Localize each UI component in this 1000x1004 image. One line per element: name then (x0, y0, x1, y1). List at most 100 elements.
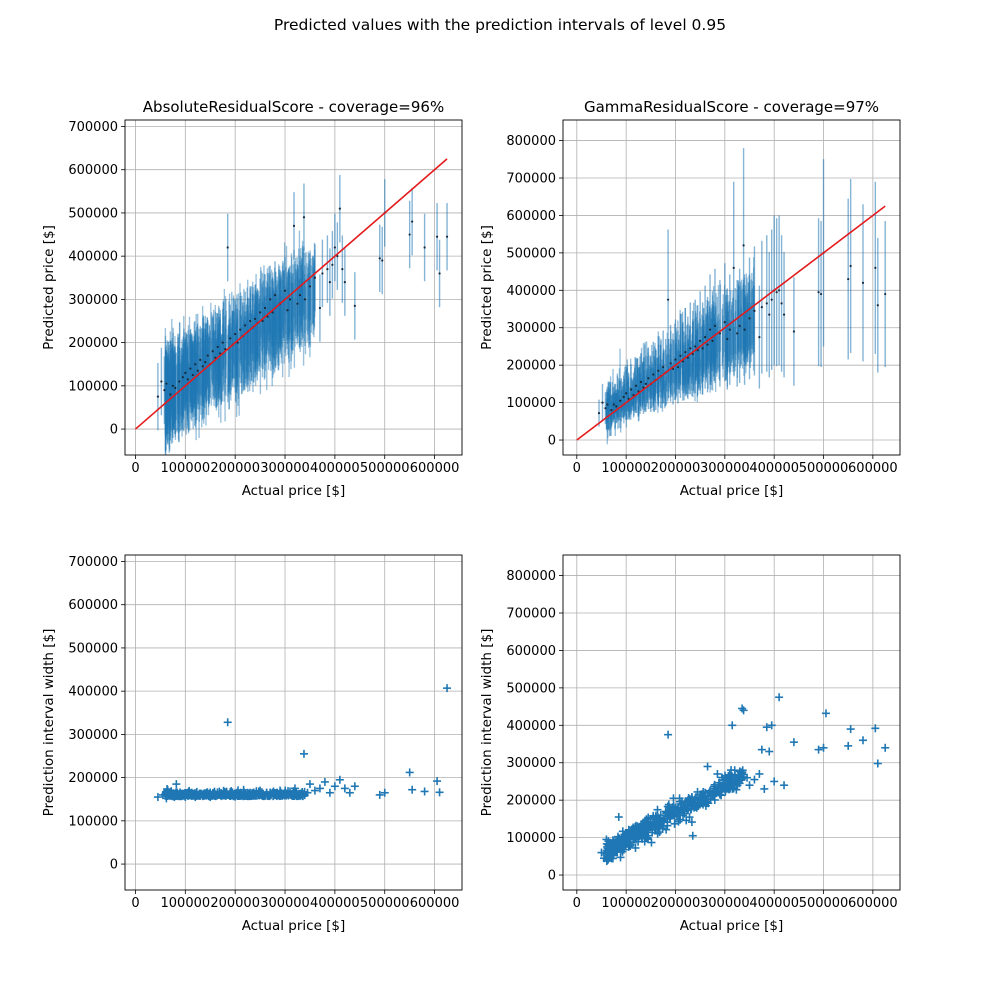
x-tick-label: 0 (131, 461, 139, 476)
data-point (249, 319, 252, 323)
data-point (353, 304, 356, 307)
data-point (778, 289, 781, 292)
data-point (758, 335, 761, 339)
data-point-marker (271, 790, 280, 799)
figure-title: Predicted values with the prediction int… (273, 16, 727, 34)
chart-panel-2: 0 100000 200000 300000 400000 500000 600000010… (479, 98, 901, 499)
data-point (694, 345, 697, 348)
data-point (629, 388, 633, 391)
data-point (343, 280, 346, 284)
data-point (341, 268, 344, 271)
y-tick-label: 600000 (68, 598, 118, 613)
data-point-marker (310, 786, 319, 795)
x-tick-label: 600000 (848, 896, 898, 911)
data-point (770, 298, 773, 301)
data-point-marker (290, 784, 299, 793)
data-point-marker (599, 854, 608, 863)
data-point-marker (246, 788, 255, 797)
data-point (748, 317, 751, 320)
data-point-marker (720, 781, 729, 790)
data-point-marker (153, 793, 162, 802)
data-point (338, 207, 341, 210)
x-tick-label: 500000 (360, 461, 410, 476)
data-point (689, 347, 692, 350)
data-point-marker (206, 793, 215, 802)
data-point (782, 313, 786, 316)
data-point-marker (634, 829, 643, 838)
data-point-marker (659, 814, 668, 823)
data-point (184, 371, 187, 374)
data-point (191, 373, 194, 377)
data-point-marker (335, 775, 344, 784)
y-tick-label: 300000 (68, 293, 118, 308)
data-point (711, 339, 714, 342)
data-point (174, 386, 177, 390)
data-point (229, 337, 232, 340)
data-point (268, 298, 272, 301)
data-point-marker (281, 788, 290, 797)
data-point-marker (725, 784, 734, 793)
y-tick-label: 100000 (506, 831, 556, 846)
data-point (189, 367, 192, 370)
data-point (615, 405, 618, 408)
x-axis-label: Actual price [$] (242, 483, 346, 499)
data-point (775, 291, 778, 294)
data-point (644, 382, 647, 385)
data-point (657, 369, 660, 372)
x-tick-label: 400000 (310, 461, 360, 476)
data-point-marker (375, 790, 384, 799)
data-point-marker (380, 788, 389, 797)
data-point-marker (261, 791, 270, 800)
data-point (723, 321, 726, 324)
data-point (706, 343, 709, 346)
data-point (196, 369, 199, 372)
data-point-marker (762, 723, 771, 732)
data-point (206, 354, 209, 357)
axes-frame (562, 554, 901, 891)
data-point (674, 358, 677, 361)
data-point-marker (661, 807, 670, 816)
x-tick-label: 500000 (799, 461, 849, 476)
data-point (171, 384, 174, 387)
chart-panel-3: 0 100000 200000 300000 400000 500000 600000010… (41, 554, 463, 934)
data-point-marker (728, 721, 737, 730)
data-point-marker (223, 718, 232, 727)
data-point-marker (196, 791, 205, 800)
data-point (318, 306, 322, 310)
x-tick-label: 200000 (651, 461, 701, 476)
data-point-marker (231, 792, 240, 801)
plot-area (576, 148, 887, 445)
y-tick-label: 800000 (506, 569, 556, 584)
y-tick-label: 600000 (506, 209, 556, 224)
data-point-marker (226, 791, 235, 800)
chart-panel-4: 0 100000 200000 300000 400000 500000 600000010… (479, 554, 901, 934)
x-tick-label: 400000 (749, 896, 799, 911)
width-marker (682, 816, 691, 825)
axes-frame (124, 554, 463, 891)
data-point-marker (676, 799, 685, 808)
y-tick-label: 400000 (68, 250, 118, 265)
y-tick-label: 400000 (506, 284, 556, 299)
data-point (713, 324, 717, 327)
data-point-marker (765, 747, 774, 756)
x-tick-label: 200000 (210, 896, 260, 911)
data-point-marker (256, 786, 265, 795)
y-axis-label: Prediction interval width [$] (41, 629, 57, 817)
data-point (652, 373, 655, 376)
data-point-marker (666, 805, 675, 814)
data-point-marker (172, 780, 181, 789)
x-tick-label: 400000 (310, 896, 360, 911)
data-point-marker (673, 807, 682, 816)
data-point (819, 292, 823, 296)
data-point (221, 341, 224, 344)
data-point (261, 319, 264, 323)
data-point (254, 317, 257, 320)
data-point-marker (211, 791, 220, 800)
data-point-marker (624, 835, 633, 844)
y-tick-label: 100000 (68, 379, 118, 394)
data-point (336, 255, 339, 258)
data-point (874, 266, 877, 269)
data-point-marker (708, 792, 717, 801)
width-marker (616, 853, 625, 862)
